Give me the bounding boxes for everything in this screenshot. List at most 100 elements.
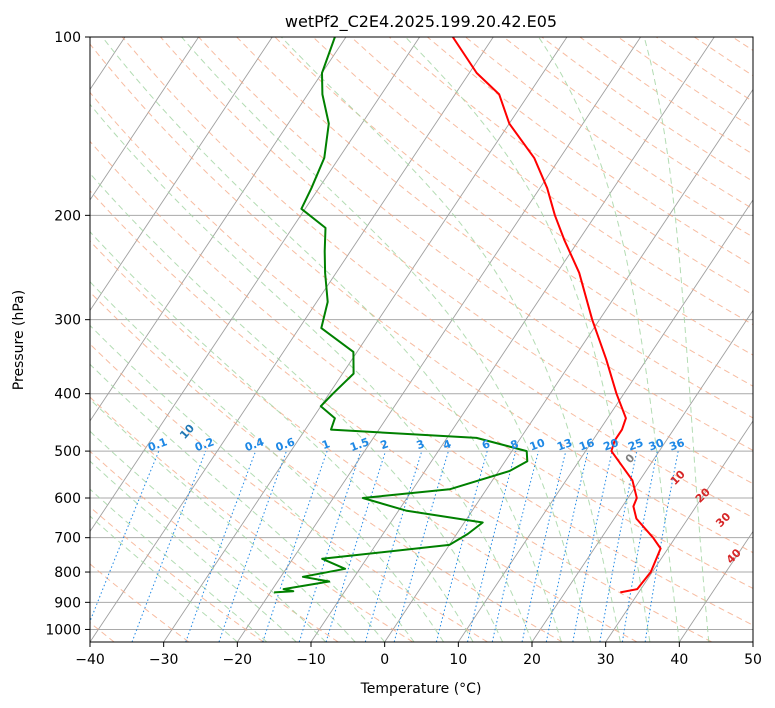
isotherm-20 (531, 309, 753, 642)
mixing-ratio-line-13 (545, 450, 589, 642)
dry-adiabat-220 (655, 37, 753, 103)
dry-adiabat-80 (121, 37, 753, 519)
mixing-ratio-label: 25 (626, 436, 645, 453)
mixing-ratio-label: 1 (320, 437, 332, 452)
dry-adiabat-120 (274, 37, 753, 387)
mixing-ratio-label: 2 (379, 437, 391, 452)
y-tick-label: 700 (54, 531, 81, 547)
mixing-ratio-label: 0.6 (274, 435, 297, 454)
mixing-ratio-line-1 (131, 450, 207, 642)
moist-adiabat-36 (405, 37, 651, 642)
moist-adiabat--12 (90, 460, 297, 642)
dry-adiabats (90, 37, 775, 642)
mixing-ratio-line-12 (521, 450, 567, 642)
x-tick-label: 0 (380, 652, 389, 668)
y-tick-label: 600 (54, 491, 81, 507)
y-tick-label: 500 (54, 444, 81, 460)
temperature-line (451, 37, 662, 594)
isobar-grid (90, 37, 753, 630)
isotherm--40 (90, 37, 494, 642)
dry-adiabat-label: -10 (54, 416, 77, 440)
chart-title: wetPf2_C2E4.2025.199.20.42.E05 (285, 12, 557, 32)
y-tick-label: 200 (54, 208, 81, 224)
x-tick-label: 50 (744, 652, 762, 668)
moist-adiabat--8 (90, 430, 327, 642)
mixing-ratio-line-9 (435, 450, 488, 642)
moist-adiabat-44 (643, 37, 710, 642)
moist-adiabat-40 (538, 37, 680, 642)
dry-adiabat--30 (90, 563, 190, 642)
isotherm-40 (678, 530, 753, 642)
moist-adiabat-24 (101, 37, 562, 642)
mixing-ratio-lines (90, 450, 679, 642)
mixing-ratio-label: 0.4 (243, 435, 266, 454)
dry-adiabat-110 (236, 37, 753, 419)
y-tick-label: 1000 (45, 622, 81, 638)
mixing-ratio-label: 1.5 (348, 435, 371, 454)
dry-adiabat-label: 10 (177, 421, 197, 441)
moist-adiabat-0 (90, 363, 386, 642)
mixing-ratio-label: 10 (528, 436, 547, 454)
isotherm-10 (457, 199, 753, 642)
y-tick-label: 400 (54, 387, 81, 403)
isotherm--30 (163, 37, 568, 642)
dry-adiabat-20 (90, 291, 563, 642)
x-tick-label: −10 (296, 652, 326, 668)
mixing-ratio-line-5 (298, 450, 362, 642)
mixing-ratio-line-3 (218, 450, 287, 642)
mixing-ratio-label: 4 (441, 437, 453, 452)
dry-adiabat-200 (579, 37, 753, 155)
mixing-ratio-label: 20 (602, 436, 621, 454)
moist-adiabat-label: 30 (713, 510, 733, 530)
moist-adiabat--4 (90, 398, 356, 642)
x-axis-ticks: −40 −30 −20 −10 0 10 20 30 40 50 (75, 642, 762, 668)
dry-adiabat-40 (90, 190, 712, 642)
moist-adiabat-32 (280, 37, 621, 642)
mixing-ratio-label: 0.1 (146, 435, 169, 454)
mixing-ratio-label: 30 (647, 436, 666, 454)
isotherm--10 (310, 37, 715, 642)
y-tick-label: 100 (54, 30, 81, 46)
x-tick-label: 20 (523, 652, 541, 668)
isotherm--80 (90, 37, 200, 201)
dewpoint-line (274, 37, 529, 594)
dry-adiabat-10 (90, 343, 488, 642)
dry-adiabat-140 (350, 37, 753, 326)
x-tick-label: −40 (75, 652, 105, 668)
dry-adiabat-90 (160, 37, 753, 485)
moist-adiabat--16 (90, 488, 268, 642)
y-tick-label: 300 (54, 313, 81, 329)
y-tick-label: 900 (54, 595, 81, 611)
mixing-ratio-line-4 (262, 450, 328, 642)
dry-adiabat-label: -20 (0, 412, 14, 436)
moist-adiabat-label: 10 (668, 468, 688, 488)
x-tick-label: −20 (223, 652, 253, 668)
plot-frame (89, 36, 754, 643)
isotherm--60 (90, 37, 347, 422)
moist-adiabat-28 (181, 37, 592, 642)
moist-adiabat--20 (90, 515, 238, 642)
y-tick-label: 800 (54, 565, 81, 581)
mixing-ratio-label: 8 (509, 437, 521, 452)
mixing-ratio-line-10 (467, 450, 517, 642)
moist-adiabat-12 (90, 231, 474, 642)
mixing-ratio-label: 36 (668, 436, 687, 454)
sounding-series (274, 37, 662, 594)
mixing-ratio-line-2 (185, 450, 257, 642)
dry-adiabat-250 (771, 37, 775, 642)
mixing-ratio-label: 3 (415, 437, 427, 452)
y-axis-title: Pressure (hPa) (11, 290, 27, 390)
mixing-ratio-label: 0.2 (193, 435, 216, 454)
x-tick-label: 10 (449, 652, 467, 668)
isotherm-50 (752, 641, 753, 642)
x-axis-title: Temperature (°C) (360, 681, 482, 697)
dry-adiabat-30 (90, 240, 638, 642)
dry-adiabat-100 (198, 37, 753, 451)
dry-adiabat-70 (90, 43, 753, 554)
isotherm--70 (90, 37, 273, 312)
mixing-ratio-line-8 (393, 450, 449, 642)
x-tick-label: −30 (149, 652, 179, 668)
